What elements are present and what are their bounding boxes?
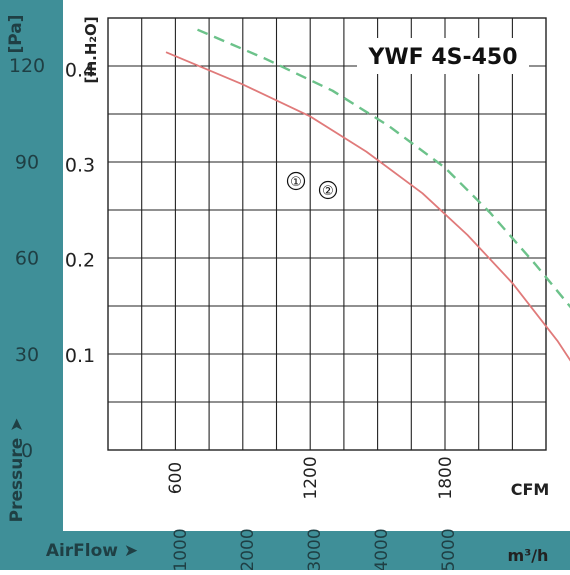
y-pa-tick-label: 60 — [15, 248, 39, 270]
x-axis-title: AirFlow ➤ — [46, 541, 138, 561]
plot-frame — [108, 18, 546, 450]
x-m3h-tick-label: 5000 — [439, 528, 459, 570]
x-m3h-tick-label: 2000 — [238, 528, 258, 570]
chart-title: YWF 4S-450 — [367, 45, 517, 70]
x-axis-m3h-unit: m³/h — [508, 546, 549, 565]
plot-grid — [108, 18, 546, 450]
y-axis-pa-unit: [Pa] — [6, 14, 26, 53]
y-inh2o-tick-label: 0.3 — [65, 154, 95, 176]
x-axis-cfm-unit: CFM — [511, 480, 550, 499]
x-m3h-tick-label: 3000 — [305, 528, 325, 570]
y-pa-tick-label: 30 — [15, 344, 39, 366]
y-inh2o-tick-label: 0.2 — [65, 250, 95, 272]
x-m3h-tick-label: 4000 — [372, 528, 392, 570]
y-inh2o-tick-label: 0.1 — [65, 345, 95, 367]
x-cfm-tick-label: 1200 — [301, 456, 321, 499]
x-m3h-tick-label: 1000 — [171, 528, 191, 570]
y-pa-tick-label: 90 — [15, 151, 39, 173]
x-cfm-tick-label: 1800 — [436, 456, 456, 499]
y-axis-inh2o-unit: [in.H₂O] — [82, 16, 100, 83]
y-axis-title: Pressure ➤ — [7, 418, 27, 523]
y-pa-tick-label: 120 — [9, 55, 45, 77]
series-marker-1-label: ① — [290, 175, 302, 190]
series-marker-2-label: ② — [322, 184, 334, 199]
x-cfm-tick-label: 600 — [166, 462, 186, 494]
